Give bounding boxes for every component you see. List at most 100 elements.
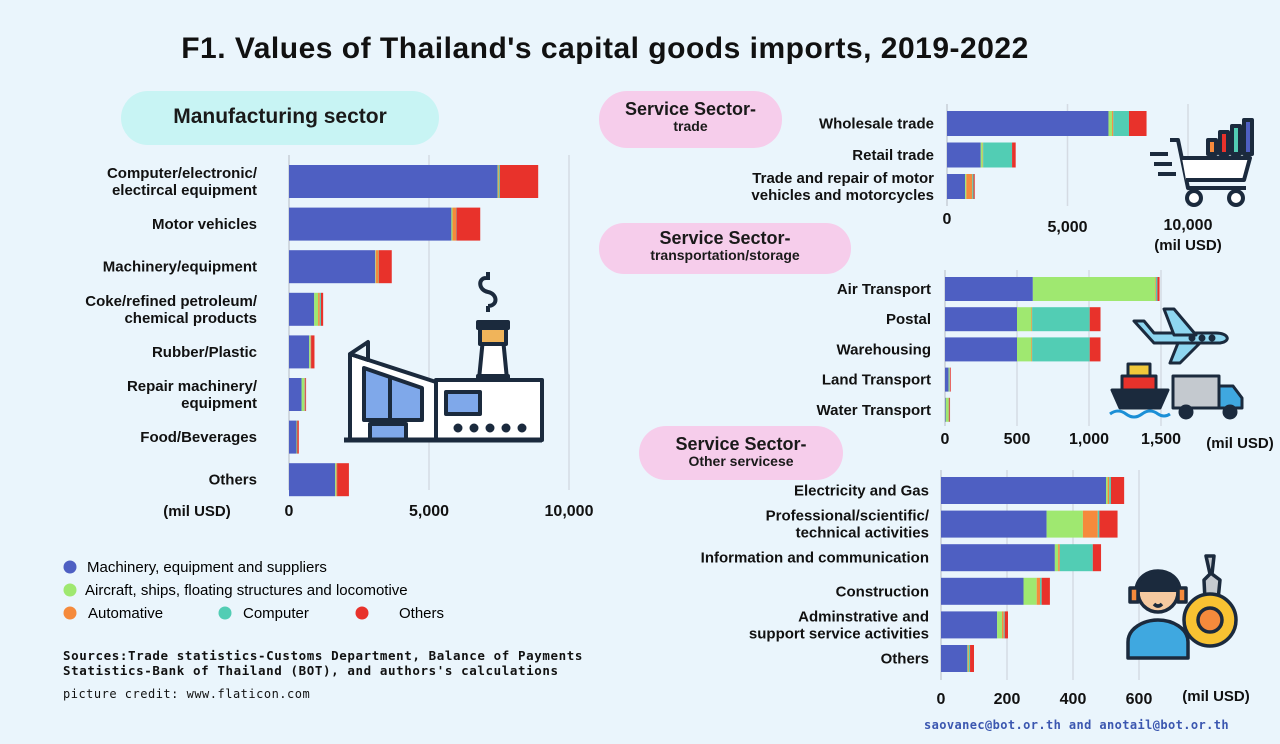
picture-credit: picture credit: www.flaticon.com bbox=[63, 687, 311, 701]
category-label-3-1-1: technical activities bbox=[796, 525, 929, 542]
tick-label-1-0: 0 bbox=[943, 211, 952, 228]
bar-0-7-4 bbox=[337, 463, 349, 497]
bar-2-3-1 bbox=[948, 367, 950, 392]
legend-item-aircraft: Aircraft, ships, floating structures and… bbox=[63, 582, 408, 599]
bar-0-4-3 bbox=[310, 335, 312, 369]
bar-1-1-3 bbox=[983, 142, 1013, 168]
category-label-2-4-0: Water Transport bbox=[817, 402, 931, 419]
tick-label-3-1: 200 bbox=[994, 691, 1021, 708]
page-title: F1. Values of Thailand's capital goods i… bbox=[181, 32, 1029, 65]
bar-3-2-0 bbox=[941, 544, 1055, 572]
bar-0-0-2 bbox=[498, 165, 499, 198]
bar-0-5-2 bbox=[304, 378, 305, 411]
bar-0-1-1 bbox=[451, 207, 453, 241]
legend-swatch-others bbox=[355, 606, 369, 620]
category-label-2-2-0: Warehousing bbox=[837, 341, 931, 358]
pill-other-services: Service Sector- Other servicese bbox=[639, 426, 843, 480]
category-label-0-6-0: Food/Beverages bbox=[140, 429, 257, 446]
bar-1-2-2 bbox=[966, 174, 973, 199]
truck-icon bbox=[1171, 374, 1244, 420]
category-label-0-7-0: Others bbox=[209, 472, 257, 489]
bar-0-0-0 bbox=[289, 165, 498, 198]
bar-2-2-1 bbox=[1017, 337, 1032, 362]
bar-2-3-2 bbox=[949, 367, 950, 392]
bar-3-4-0 bbox=[941, 611, 998, 639]
legend-swatch-machinery bbox=[63, 560, 77, 574]
bar-2-1-1 bbox=[1017, 307, 1032, 332]
bar-3-3-1 bbox=[1023, 577, 1037, 605]
sources-note: Sources:Trade statistics-Customs Departm… bbox=[63, 648, 583, 678]
bar-2-0-2 bbox=[1155, 277, 1156, 301]
bar-3-0-3 bbox=[1109, 477, 1111, 504]
support-gear-icon bbox=[1126, 554, 1238, 660]
category-label-0-4-0: Rubber/Plastic bbox=[152, 344, 257, 361]
bar-0-7-1 bbox=[335, 463, 337, 497]
pill-manufacturing: Manufacturing sector bbox=[121, 91, 439, 145]
bar-1-2-1 bbox=[965, 174, 967, 199]
bar-3-0-1 bbox=[1106, 477, 1108, 504]
bar-2-4-2 bbox=[948, 397, 950, 422]
category-label-0-5-1: equipment bbox=[181, 395, 257, 412]
bar-0-5-3 bbox=[304, 378, 306, 411]
legend-label-machinery: Machinery, equipment and suppliers bbox=[87, 559, 327, 576]
bar-2-1-2 bbox=[1031, 307, 1033, 332]
bar-2-2-2 bbox=[1031, 337, 1033, 362]
bar-0-3-1 bbox=[314, 292, 319, 326]
bar-0-6-2 bbox=[296, 420, 298, 454]
tick-label-3-0: 0 bbox=[937, 691, 946, 708]
bar-0-3-0 bbox=[289, 292, 315, 326]
bar-0-5-0 bbox=[289, 378, 302, 411]
bar-3-3-2 bbox=[1036, 577, 1040, 605]
pill-trade-label-2: trade bbox=[673, 117, 708, 134]
bar-3-1-2 bbox=[1082, 510, 1098, 538]
bar-0-7-2 bbox=[336, 463, 337, 497]
bar-0-3-2 bbox=[318, 292, 320, 326]
bar-1-1-0 bbox=[947, 142, 981, 168]
bar-3-4-1 bbox=[997, 611, 1003, 639]
pill-other-label-2: Other servicese bbox=[688, 452, 794, 469]
tick-label-2-2: 1,000 bbox=[1069, 431, 1109, 448]
category-label-3-5-0: Others bbox=[881, 651, 929, 668]
unit-label-3: (mil USD) bbox=[1182, 688, 1250, 705]
category-label-3-1-0: Professional/scientific/ bbox=[766, 508, 930, 525]
bar-2-4-4 bbox=[949, 397, 951, 422]
pill-transport-label-1: Service Sector- bbox=[659, 228, 791, 248]
bar-2-3-3 bbox=[949, 367, 951, 392]
contact-emails: saovanec@bot.or.th and anotail@bot.or.th bbox=[924, 718, 1229, 732]
bar-0-5-4 bbox=[305, 378, 307, 411]
tick-label-0-0: 0 bbox=[285, 503, 294, 520]
category-label-2-3-0: Land Transport bbox=[822, 372, 931, 389]
category-label-3-4-1: support service activities bbox=[749, 625, 929, 642]
category-label-3-2-0: Information and communication bbox=[701, 550, 929, 567]
bar-1-1-4 bbox=[1012, 142, 1016, 168]
bar-1-1-2 bbox=[982, 142, 984, 168]
legend-item-automotive: Automative bbox=[63, 605, 163, 622]
bar-1-1-1 bbox=[980, 142, 983, 168]
bar-2-2-0 bbox=[945, 337, 1017, 362]
pill-transport: Service Sector- transportation/storage bbox=[599, 223, 851, 274]
bar-3-4-4 bbox=[1004, 611, 1008, 639]
bar-0-6-4 bbox=[297, 420, 299, 454]
tick-label-1-1: 5,000 bbox=[1047, 219, 1087, 236]
bar-0-6-3 bbox=[297, 420, 298, 454]
bar-0-1-3 bbox=[456, 207, 457, 241]
bar-3-1-3 bbox=[1097, 510, 1100, 538]
category-label-1-2-1: vehicles and motorcycles bbox=[751, 187, 934, 204]
bar-3-5-3 bbox=[969, 645, 971, 672]
category-label-0-1-0: Motor vehicles bbox=[152, 216, 257, 233]
bar-2-1-0 bbox=[945, 307, 1017, 332]
bar-0-3-3 bbox=[319, 292, 321, 326]
legend-swatch-computer bbox=[218, 606, 232, 620]
bar-3-3-3 bbox=[1040, 577, 1042, 605]
category-label-2-0-0: Air Transport bbox=[837, 281, 931, 298]
bar-2-4-3 bbox=[948, 397, 950, 422]
pill-transport-label-2: transportation/storage bbox=[650, 246, 800, 263]
bar-3-0-4 bbox=[1110, 477, 1125, 504]
bar-0-4-4 bbox=[311, 335, 315, 369]
legend-item-machinery: Machinery, equipment and suppliers bbox=[63, 559, 327, 576]
bar-0-1-0 bbox=[289, 207, 452, 241]
legend-item-others: Others bbox=[355, 605, 444, 622]
tick-label-3-3: 600 bbox=[1126, 691, 1153, 708]
bar-2-1-4 bbox=[1089, 307, 1101, 332]
bar-2-0-1 bbox=[1032, 277, 1156, 301]
